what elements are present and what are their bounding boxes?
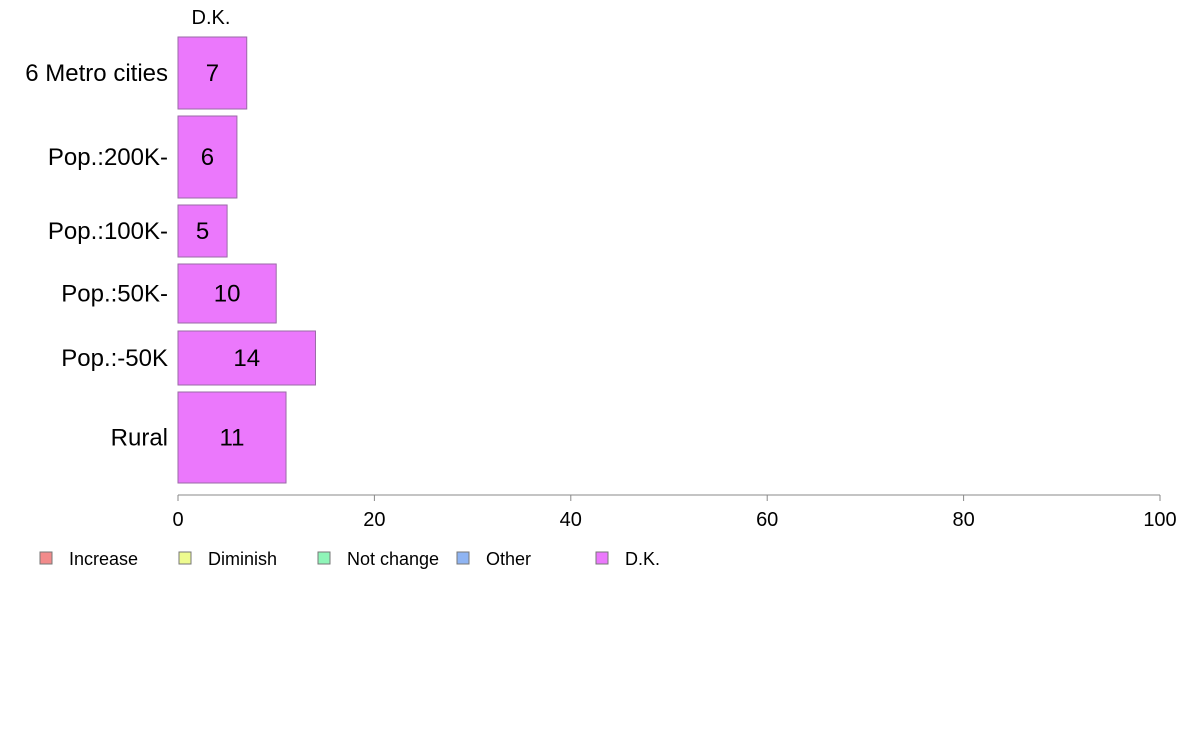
x-tick-label: 60 xyxy=(756,509,778,531)
category-label: Rural xyxy=(111,425,168,452)
legend: Increase Diminish Not change Other D.K. xyxy=(39,549,660,569)
legend-swatch xyxy=(595,551,609,565)
x-tick-label: 40 xyxy=(560,509,582,531)
data-label: 11 xyxy=(220,425,245,452)
legend-label: Diminish xyxy=(208,549,277,569)
legend-swatch xyxy=(317,551,331,565)
x-tick-label: 20 xyxy=(363,509,385,531)
x-tick-label: 80 xyxy=(952,509,974,531)
value-labels: 7 6 5 10 14 11 xyxy=(196,60,260,452)
category-label: Pop.:100K- xyxy=(48,218,168,245)
data-label: 6 xyxy=(201,144,214,171)
data-label: 7 xyxy=(206,60,219,87)
bar-d-k--0 xyxy=(177,36,248,110)
bar-d-k--5 xyxy=(177,391,287,484)
legend-label: Not change xyxy=(347,549,439,569)
bar-d-k--4 xyxy=(177,330,316,386)
category-label: 6 Metro cities xyxy=(25,60,168,87)
x-tick-label: 100 xyxy=(1143,509,1176,531)
category-label: Pop.:-50K xyxy=(61,345,168,372)
category-labels: 6 Metro cities Pop.:200K- Pop.:100K- Pop.:5… xyxy=(25,60,168,452)
legend-label: Increase xyxy=(69,549,138,569)
category-label: Pop.:200K- xyxy=(48,144,168,171)
legend-label: D.K. xyxy=(625,549,660,569)
legend-swatch xyxy=(456,551,470,565)
x-tick-label: 0 xyxy=(172,509,183,531)
data-label: 10 xyxy=(214,281,241,308)
bar-d-k--1 xyxy=(177,115,238,199)
data-label: 5 xyxy=(196,218,209,245)
bar-d-k--3 xyxy=(177,263,277,324)
bars-group xyxy=(177,36,316,484)
legend-label: Other xyxy=(486,549,531,569)
bar-d-k--2 xyxy=(177,204,228,258)
data-label: 14 xyxy=(233,345,260,372)
legend-swatch xyxy=(39,551,53,565)
series-top-label: D.K. xyxy=(192,7,231,29)
category-label: Pop.:50K- xyxy=(61,281,168,308)
legend-swatch xyxy=(178,551,192,565)
x-axis: 0 20 40 60 80 100 xyxy=(172,494,1177,531)
